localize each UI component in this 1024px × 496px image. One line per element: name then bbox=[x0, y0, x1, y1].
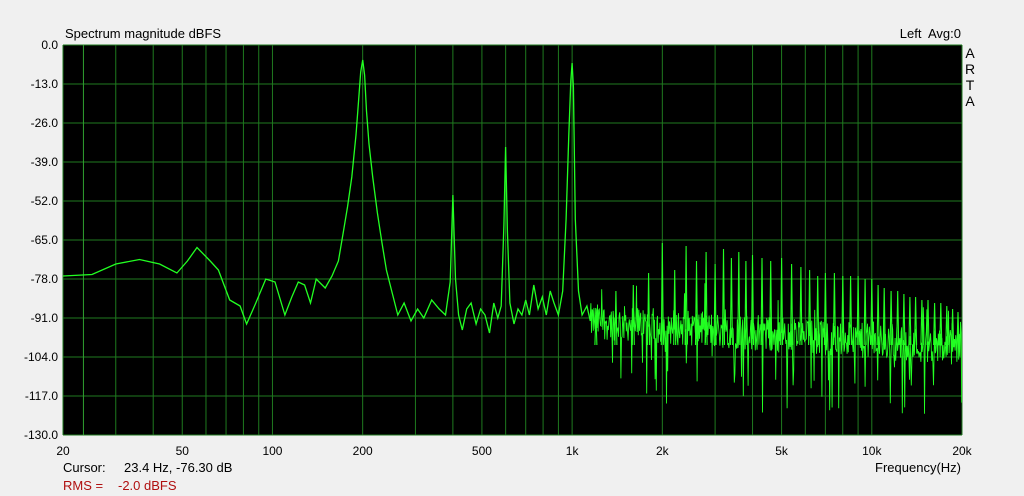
spectrum-trace-harmonics bbox=[594, 242, 960, 346]
x-axis-label: Frequency(Hz) bbox=[875, 460, 961, 475]
y-tick-label: -130.0 bbox=[24, 428, 58, 442]
x-tick-label: 20 bbox=[56, 444, 70, 458]
x-tick-label: 200 bbox=[353, 444, 373, 458]
x-tick-label: 20k bbox=[952, 444, 972, 458]
y-tick-label: 0.0 bbox=[41, 38, 58, 52]
x-tick-label: 5k bbox=[775, 444, 789, 458]
brand-vertical: A R T A bbox=[965, 45, 975, 109]
y-tick-label: -78.0 bbox=[31, 272, 59, 286]
y-tick-label: -26.0 bbox=[31, 116, 59, 130]
y-tick-label: -117.0 bbox=[25, 389, 58, 403]
x-tick-label: 10k bbox=[862, 444, 882, 458]
x-tick-label: 500 bbox=[472, 444, 492, 458]
brand-letter: T bbox=[966, 77, 975, 93]
y-tick-label: -104.0 bbox=[24, 350, 58, 364]
channel-status: Left Avg:0 bbox=[900, 26, 961, 41]
rms-value: -2.0 dBFS bbox=[118, 478, 177, 493]
y-tick-label: -91.0 bbox=[31, 311, 59, 325]
brand-letter: R bbox=[965, 61, 975, 77]
y-tick-label: -52.0 bbox=[31, 194, 59, 208]
cursor-value: 23.4 Hz, -76.30 dB bbox=[124, 460, 232, 475]
spectrum-trace bbox=[63, 59, 591, 334]
x-tick-label: 50 bbox=[176, 444, 190, 458]
brand-letter: A bbox=[965, 45, 975, 61]
y-axis-tick-labels: 0.0 -13.0 -26.0 -39.0 -52.0 -65.0 -78.0 -91.0 -1… bbox=[24, 38, 58, 442]
x-tick-label: 1k bbox=[566, 444, 580, 458]
rms-label: RMS = bbox=[63, 478, 103, 493]
x-tick-label: 2k bbox=[656, 444, 670, 458]
x-tick-label: 100 bbox=[262, 444, 282, 458]
chart-title: Spectrum magnitude dBFS bbox=[65, 26, 221, 41]
brand-letter: A bbox=[965, 93, 975, 109]
y-tick-label: -65.0 bbox=[31, 233, 59, 247]
y-tick-label: -39.0 bbox=[31, 155, 59, 169]
spectrum-trace-noise bbox=[589, 283, 962, 414]
y-tick-label: -13.0 bbox=[31, 77, 59, 91]
grid-lines bbox=[62, 44, 963, 436]
cursor-label: Cursor: bbox=[63, 460, 106, 475]
x-axis-tick-labels: 20 50 100 200 500 1k 2k 5k 10k 20k bbox=[56, 444, 972, 458]
